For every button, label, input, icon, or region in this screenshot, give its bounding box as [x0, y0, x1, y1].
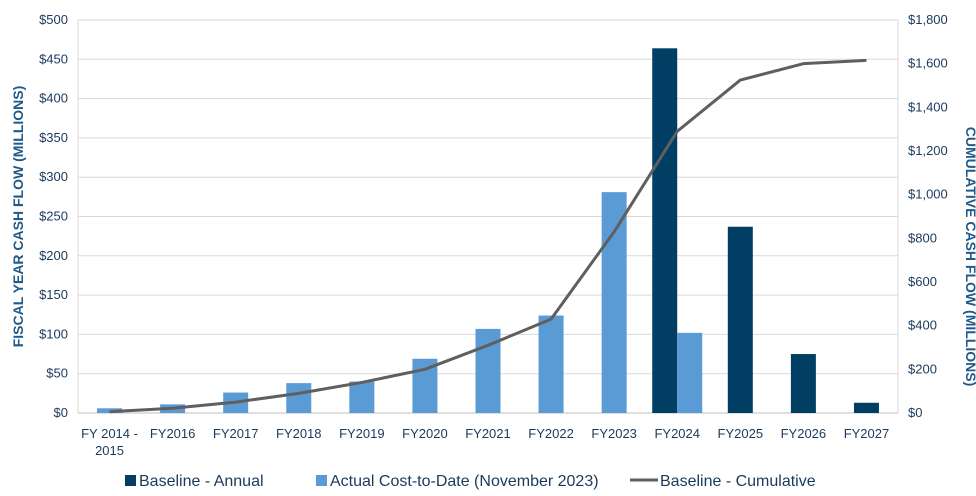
left-tick-label: $350	[39, 130, 68, 145]
bar-actual-cost-to-date-november-2023	[349, 381, 375, 413]
bar-baseline-annual	[652, 48, 678, 414]
category-label: FY2027	[844, 426, 890, 441]
category-label: FY2023	[591, 426, 637, 441]
left-tick-label: $500	[39, 12, 68, 27]
bars	[97, 48, 879, 414]
bar-actual-cost-to-date-november-2023	[286, 383, 312, 413]
category-label-line: FY2021	[465, 426, 511, 441]
category-label-line: FY2022	[528, 426, 574, 441]
left-tick-label: $450	[39, 51, 68, 66]
left-tick-label: $0	[54, 405, 68, 420]
bar-baseline-annual	[790, 354, 816, 413]
bar-baseline-annual	[853, 402, 879, 413]
category-label: FY2024	[654, 426, 700, 441]
legend-label: Actual Cost-to-Date (November 2023)	[330, 473, 599, 490]
bar-actual-cost-to-date-november-2023	[677, 332, 703, 413]
category-label-line: FY2023	[591, 426, 637, 441]
right-tick-label: $200	[908, 361, 937, 376]
left-tick-label: $300	[39, 169, 68, 184]
category-label: FY2022	[528, 426, 574, 441]
category-labels: FY 2014 - 2015 FY2016 FY2017 FY2018 FY2019 FY2…	[81, 426, 889, 458]
left-tick-label: $100	[39, 326, 68, 341]
category-label: FY2018	[276, 426, 322, 441]
right-tick-label: $1,800	[908, 12, 948, 27]
right-tick-label: $800	[908, 230, 937, 245]
right-tick-label: $0	[908, 405, 922, 420]
category-label-line: 2015	[95, 443, 124, 458]
category-label: FY2025	[718, 426, 764, 441]
left-tick-label: $200	[39, 248, 68, 263]
legend-swatch	[316, 475, 327, 486]
left-tick-label: $250	[39, 209, 68, 224]
category-label-line: FY2027	[844, 426, 890, 441]
left-axis-title: FISCAL YEAR CASH FLOW (MILLIONS)	[10, 86, 26, 348]
left-tick-label: $50	[46, 366, 68, 381]
category-label-line: FY 2014 -	[81, 426, 138, 441]
category-label-line: FY2024	[654, 426, 700, 441]
right-axis-ticks: $0 $200 $400 $600 $800 $1,000 $1,200 $1,400 $1,6…	[908, 12, 948, 420]
category-label-line: FY2016	[150, 426, 196, 441]
category-label: FY2021	[465, 426, 511, 441]
right-tick-label: $400	[908, 318, 937, 333]
cumulative-line	[109, 58, 867, 414]
category-label-line: FY2020	[402, 426, 448, 441]
left-axis-ticks: $0 $50 $100 $150 $200 $250 $300 $350 $400 $450 $50…	[39, 12, 68, 420]
category-label: FY2020	[402, 426, 448, 441]
left-tick-label: $150	[39, 287, 68, 302]
category-label-line: FY2025	[718, 426, 764, 441]
category-label-line: FY2017	[213, 426, 259, 441]
legend-label: Baseline - Cumulative	[660, 473, 816, 490]
bar-actual-cost-to-date-november-2023	[538, 315, 564, 413]
bar-baseline-annual	[727, 226, 753, 413]
category-label-line: FY2019	[339, 426, 385, 441]
legend-label: Baseline - Annual	[139, 473, 264, 490]
category-label-line: FY2018	[276, 426, 322, 441]
cumulative-line-path	[109, 58, 867, 414]
category-label: FY2016	[150, 426, 196, 441]
legend: Baseline - Annual Actual Cost-to-Date (No…	[125, 473, 816, 490]
category-label: FY2019	[339, 426, 385, 441]
legend-swatch	[125, 475, 136, 486]
right-tick-label: $1,200	[908, 143, 948, 158]
category-label: FY2026	[781, 426, 827, 441]
gridlines	[77, 19, 899, 414]
bar-actual-cost-to-date-november-2023	[601, 192, 627, 413]
right-tick-label: $1,600	[908, 56, 948, 71]
category-label: FY 2014 - 2015	[81, 426, 138, 458]
right-tick-label: $1,000	[908, 187, 948, 202]
right-tick-label: $1,400	[908, 99, 948, 114]
left-tick-label: $400	[39, 91, 68, 106]
right-axis-title: CUMULATIVE CASH FLOW (MILLIONS)	[963, 127, 976, 387]
category-label: FY2017	[213, 426, 259, 441]
category-label-line: FY2026	[781, 426, 827, 441]
right-tick-label: $600	[908, 274, 937, 289]
